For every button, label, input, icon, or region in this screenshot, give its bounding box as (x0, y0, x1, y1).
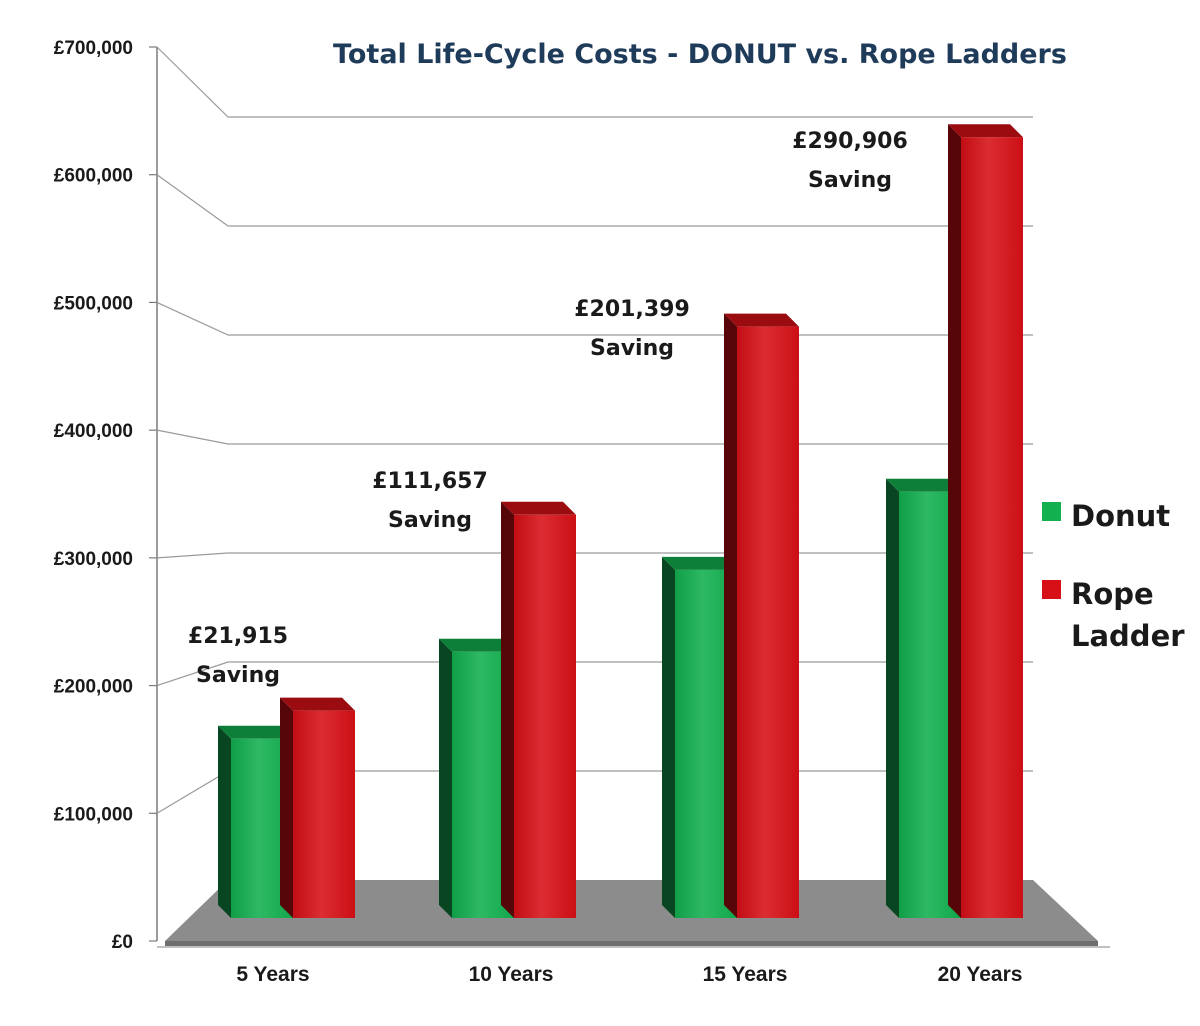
bar-side-face (662, 556, 675, 918)
x-tick-label: 5 Years (236, 963, 309, 986)
bar-side-face (439, 638, 452, 918)
bar-rope-ladder (948, 124, 1023, 918)
legend-label: Donut (1071, 499, 1170, 533)
legend-swatch (1042, 502, 1061, 521)
bar-top-face (439, 638, 514, 652)
gridline (156, 174, 1033, 227)
saving-label: Saving (388, 508, 472, 533)
y-tick-label: £400,000 (54, 421, 133, 442)
x-tick-label: 15 Years (703, 963, 788, 986)
saving-label: Saving (808, 168, 892, 193)
saving-amount: £201,399 (574, 297, 690, 322)
bar-side-face (724, 313, 737, 918)
bar-side-face (948, 124, 961, 918)
bar-side-face (218, 725, 231, 918)
gridline (156, 429, 1033, 445)
saving-amount: £290,906 (792, 129, 908, 154)
saving-label: Saving (196, 663, 280, 688)
bar-side-face (280, 697, 293, 918)
bar-front-face (514, 514, 576, 918)
bar-rope-ladder (724, 313, 799, 918)
y-tick-label: £300,000 (54, 549, 133, 570)
legend-swatch (1042, 580, 1061, 599)
bar-top-face (662, 556, 737, 570)
bar-top-face (886, 478, 961, 492)
bar-top-face (948, 124, 1023, 138)
bar-rope-ladder (280, 697, 355, 918)
y-tick-label: £100,000 (54, 804, 133, 825)
x-tick-label: 10 Years (469, 963, 554, 986)
y-tick-label: £600,000 (54, 166, 133, 187)
saving-label: Saving (590, 336, 674, 361)
y-tick-label: £700,000 (54, 38, 133, 59)
saving-amount: £111,657 (372, 469, 488, 494)
y-tick-label: £0 (112, 932, 133, 953)
bar-side-face (501, 501, 514, 918)
bar-front-face (293, 710, 355, 918)
bar-side-face (886, 478, 899, 918)
y-tick-label: £500,000 (54, 293, 133, 314)
bar-top-face (724, 313, 799, 327)
bar-front-face (961, 137, 1023, 918)
chart-floor-edge (165, 941, 1098, 946)
bar-front-face (737, 326, 799, 918)
y-tick-label: £200,000 (54, 677, 133, 698)
bar-top-face (280, 697, 355, 711)
gridline (156, 46, 1033, 118)
x-tick-label: 20 Years (938, 963, 1023, 986)
chart-title: Total Life-Cycle Costs - DONUT vs. Rope … (333, 39, 1067, 70)
legend-label: Rope (1071, 577, 1154, 611)
legend-label: Ladder (1071, 619, 1185, 653)
saving-amount: £21,915 (188, 624, 288, 649)
bar-top-face (501, 501, 576, 515)
bar-top-face (218, 725, 293, 739)
chart-floor (165, 880, 1098, 941)
bar-rope-ladder (501, 501, 576, 918)
